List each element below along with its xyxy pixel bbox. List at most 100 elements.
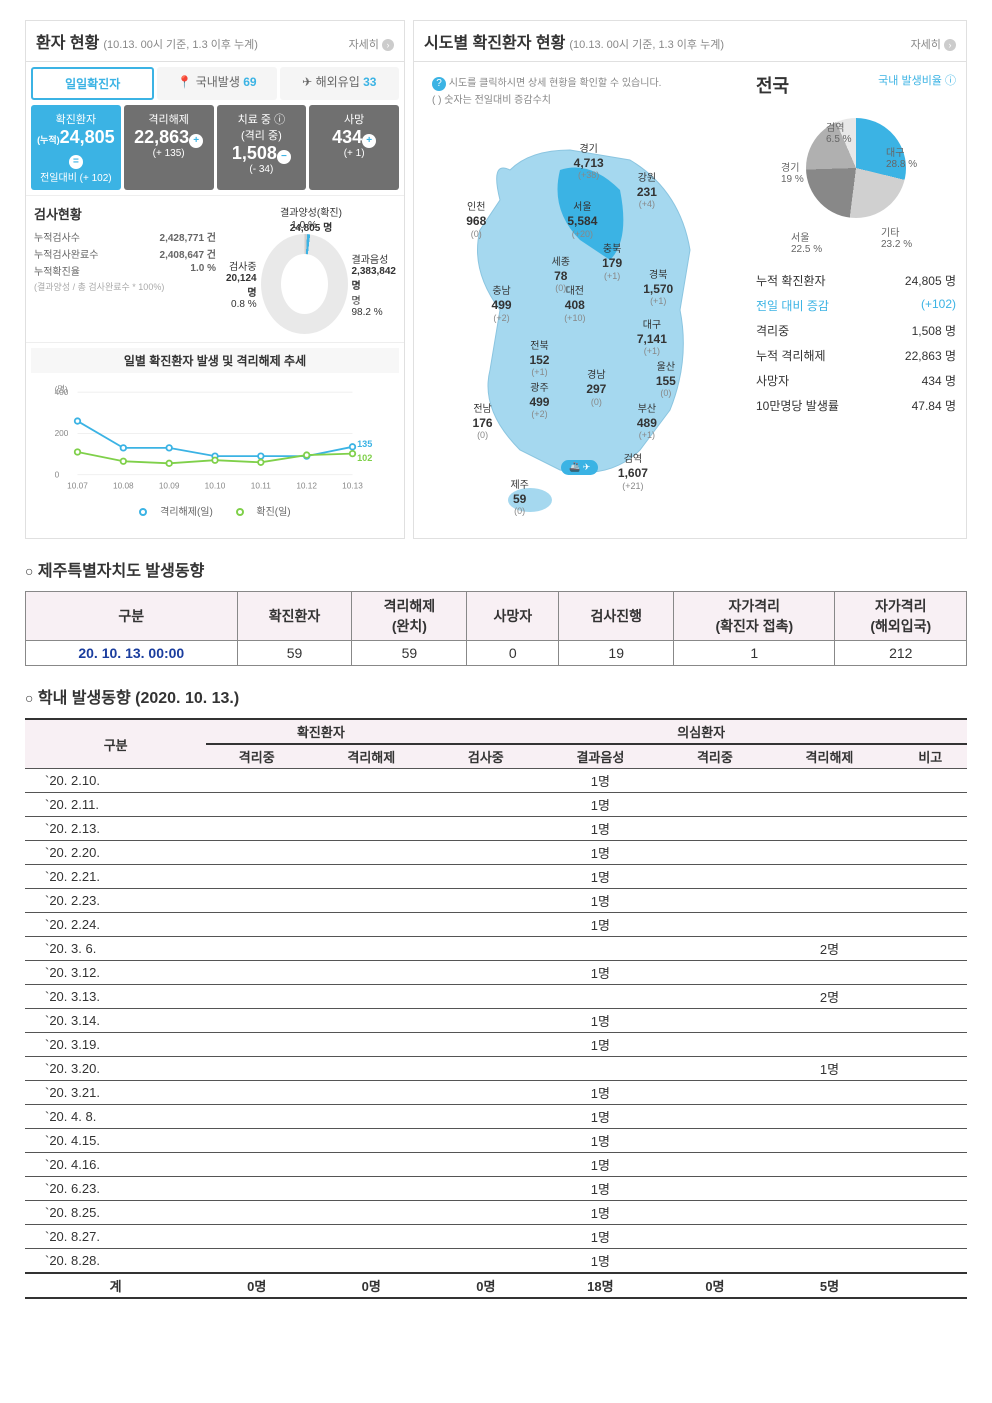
trend-chart: 0200400(명)10.0710.0810.0910.1010.1110.12… xyxy=(31,373,399,503)
td: 20. 10. 13. 00:00 xyxy=(26,641,238,666)
label: 국내발생 xyxy=(196,75,240,89)
region-label[interactable]: 충북179(+1) xyxy=(602,244,622,281)
region-label[interactable]: 서울5,584(+20) xyxy=(567,202,597,239)
td: 212 xyxy=(835,641,967,666)
table-row: `20. 4.16.1명 xyxy=(25,1153,967,1177)
table-row: `20. 3.19.1명 xyxy=(25,1033,967,1057)
th: 비고 xyxy=(894,744,967,769)
note: (결과양성 / 총 검사완료수 * 100%) xyxy=(34,280,216,293)
table-row: `20. 2.24.1명 xyxy=(25,913,967,937)
svg-text:10.13: 10.13 xyxy=(342,481,363,490)
region-label[interactable]: 인천968(0) xyxy=(466,202,486,239)
stat-card[interactable]: 격리해제 22,863+ (+ 135) xyxy=(124,105,214,190)
table-row: `20. 6.23.1명 xyxy=(25,1177,967,1201)
heading-text: 제주특별자치도 발생동향 xyxy=(38,563,204,580)
stat-row: 격리중1,508 명 xyxy=(756,318,956,343)
jeju-heading: ○ 제주특별자치도 발생동향 xyxy=(25,557,967,581)
table-row: `20. 8.27.1명 xyxy=(25,1225,967,1249)
th: 검사진행 xyxy=(559,592,674,641)
th: 자가격리(해외입국) xyxy=(835,592,967,641)
stat-card[interactable]: 치료 중 ⓘ(격리 중) 1,508− (- 34) xyxy=(217,105,307,190)
table-row: `20. 2.13.1명 xyxy=(25,817,967,841)
stat-tabs: 일일확진자 📍 국내발생 69 ✈ 해외유입 33 xyxy=(26,62,404,105)
stat-cards: 확진환자 (누적)24,805= 전일대비 (+ 102)격리해제 22,863… xyxy=(26,105,404,195)
trend-section: 일별 확진환자 발생 및 격리해제 추세 0200400(명)10.0710.0… xyxy=(26,342,404,523)
region-label[interactable]: 제주59(0) xyxy=(510,480,528,517)
region-label[interactable]: 부산489(+1) xyxy=(637,404,657,441)
map-info: ? 시도를 클릭하시면 상세 현황을 확인할 수 있습니다. ( ) 숫자는 전… xyxy=(422,70,738,110)
title: 전국 xyxy=(756,76,789,96)
svg-text:10.12: 10.12 xyxy=(296,481,317,490)
tab-daily[interactable]: 일일확진자 xyxy=(31,67,154,100)
svg-text:102: 102 xyxy=(357,453,372,463)
region-label[interactable]: 대전408(+10) xyxy=(564,286,585,323)
table-row: `20. 8.28.1명 xyxy=(25,1249,967,1274)
donut-icon: 1.0 % xyxy=(261,234,348,334)
title: 검사현황 xyxy=(34,204,216,223)
ratio-label: 국내 발생비율 ⓘ xyxy=(878,72,956,88)
stat-card[interactable]: 사망 434+ (+ 1) xyxy=(309,105,399,190)
plane-icon: ✈ xyxy=(302,75,312,89)
regional-panel: 시도별 확진환자 현황 (10.13. 00시 기준, 1.3 이후 누계) 자… xyxy=(413,20,967,539)
region-label[interactable]: 강원231(+4) xyxy=(637,173,657,210)
pin-icon: 📍 xyxy=(177,75,192,89)
detail-link[interactable]: 자세히 › xyxy=(349,36,394,52)
stat-row: 전일 대비 증감(+102) xyxy=(756,293,956,318)
dashboard: 환자 현황 (10.13. 00시 기준, 1.3 이후 누계) 자세히 › 일… xyxy=(25,20,967,539)
tab-domestic[interactable]: 📍 국내발생 69 xyxy=(157,67,276,100)
region-label[interactable]: 대구7,141(+1) xyxy=(637,320,667,357)
donut-testing: 검사중 20,124 명 0.8 % xyxy=(226,258,257,310)
detail-link[interactable]: 자세히 › xyxy=(911,36,956,52)
school-table: 구분 확진환자 의심환자 격리중격리해제검사중결과음성격리중격리해제비고 `20… xyxy=(25,718,967,1299)
svg-text:10.10: 10.10 xyxy=(205,481,226,490)
region-label[interactable]: 전북152(+1) xyxy=(529,341,549,378)
svg-text:10.11: 10.11 xyxy=(251,481,271,490)
region-label[interactable]: 경기4,713(+38) xyxy=(574,144,604,181)
trend-title: 일별 확진환자 발생 및 격리해제 추세 xyxy=(31,348,399,373)
panel-title: 환자 현황 xyxy=(36,29,99,53)
test-stats: 검사현황 누적검사수2,428,771 건누적검사완료수2,408,647 건누… xyxy=(34,204,216,334)
map[interactable]: 🚢 ✈ 경기4,713(+38) 강원231(+4) 인천968(0) 서울5,584… xyxy=(422,110,738,530)
tab-overseas[interactable]: ✈ 해외유입 33 xyxy=(280,67,399,100)
th: 자가격리(확진자 접촉) xyxy=(674,592,835,641)
national-stats: 누적 확진환자24,805 명전일 대비 증감(+102)격리중1,508 명누… xyxy=(756,268,956,418)
national-panel: 전국 국내 발생비율 ⓘ 대구28.8 %기타23.2 %서울22.5 %경기1… xyxy=(746,62,966,538)
table-row: `20. 3. 6.2명 xyxy=(25,937,967,961)
table-row: `20. 3.21.1명 xyxy=(25,1081,967,1105)
value: 69 xyxy=(243,75,256,89)
svg-text:10.07: 10.07 xyxy=(67,481,88,490)
region-label[interactable]: 충남499(+2) xyxy=(492,286,512,323)
region-label[interactable]: 광주499(+2) xyxy=(529,383,549,420)
region-label[interactable]: 경북1,570(+1) xyxy=(643,270,673,307)
table-row: `20. 3.12.1명 xyxy=(25,961,967,985)
region-label[interactable]: 검역1,607(+21) xyxy=(618,454,648,491)
map-area: ? 시도를 클릭하시면 상세 현황을 확인할 수 있습니다. ( ) 숫자는 전… xyxy=(414,62,746,538)
region-label[interactable]: 울산155(0) xyxy=(656,362,676,399)
national-header: 전국 국내 발생비율 ⓘ xyxy=(756,72,956,98)
td: 0 xyxy=(467,641,559,666)
table-row: `20. 4. 8.1명 xyxy=(25,1105,967,1129)
pie-chart: 대구28.8 %기타23.2 %서울22.5 %경기19 %검역6.5 % xyxy=(786,118,926,258)
stat-card[interactable]: 확진환자 (누적)24,805= 전일대비 (+ 102) xyxy=(31,105,121,190)
th: 확진환자 xyxy=(206,719,435,744)
region-label[interactable]: 전남176(0) xyxy=(473,404,493,441)
stat-row: 사망자434 명 xyxy=(756,368,956,393)
legend-release: 격리해제(일) xyxy=(160,507,213,518)
info-text2: ( ) 숫자는 전일대비 증감수치 xyxy=(432,95,551,106)
label: 해외유입 xyxy=(316,75,360,89)
table-row: `20. 3.14.1명 xyxy=(25,1009,967,1033)
svg-text:10.09: 10.09 xyxy=(159,481,180,490)
region-label[interactable]: 경남297(0) xyxy=(586,370,606,407)
th: 의심환자 xyxy=(435,719,967,744)
th: 격리중 xyxy=(206,744,307,769)
chevron-icon: › xyxy=(382,39,394,51)
donut-negative: 결과음성 2,383,842 명명 98.2 % xyxy=(352,251,397,318)
panel-header: 환자 현황 (10.13. 00시 기준, 1.3 이후 누계) 자세히 › xyxy=(26,21,404,62)
panel-title: 시도별 확진환자 현황 xyxy=(424,29,565,53)
heading-text: 학내 발생동향 (2020. 10. 13.) xyxy=(38,690,239,707)
chevron-icon: › xyxy=(944,39,956,51)
detect-buttons[interactable]: 🚢 ✈ xyxy=(561,460,598,475)
stat-row: 누적 확진환자24,805 명 xyxy=(756,268,956,293)
svg-text:200: 200 xyxy=(55,429,69,438)
stat-row: 누적 격리해제22,863 명 xyxy=(756,343,956,368)
